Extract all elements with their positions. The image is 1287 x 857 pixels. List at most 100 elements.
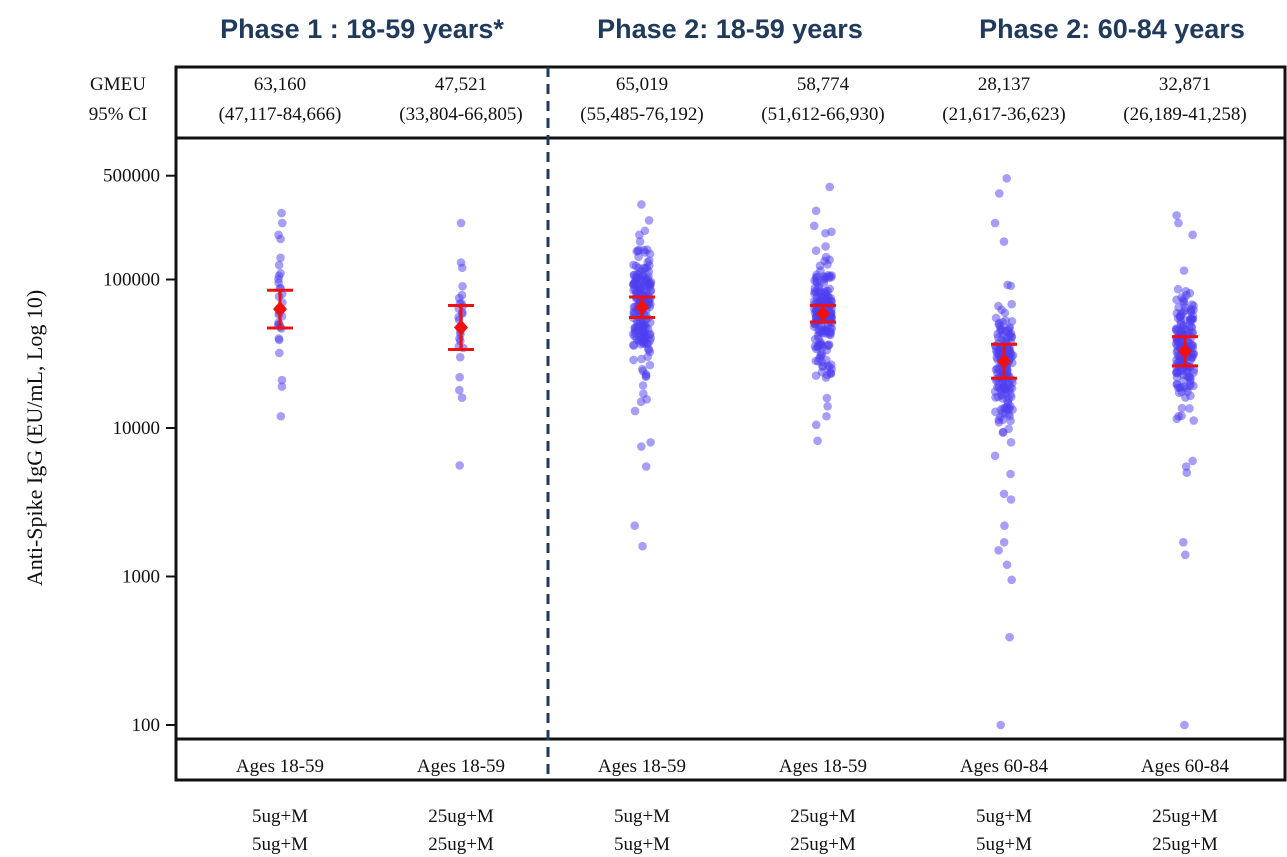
phase-titles: Phase 1 : 18-59 years* Phase 2: 18-59 ye… (220, 14, 1245, 44)
data-point (277, 382, 287, 391)
data-point (817, 349, 827, 358)
y-tick-label: 10000 (113, 418, 161, 439)
ci-value: (55,485-76,192) (580, 104, 703, 125)
data-point (1185, 288, 1195, 298)
gmt-marker (1178, 343, 1192, 360)
data-point (999, 489, 1009, 499)
data-point (824, 273, 834, 283)
data-point (994, 318, 1004, 328)
data-point (1006, 437, 1016, 447)
data-point (635, 237, 645, 246)
data-point (821, 242, 830, 251)
data-point (998, 415, 1008, 425)
phase-title-3: Phase 2: 60-84 years (979, 14, 1245, 44)
data-point (827, 227, 836, 237)
dose-label-1: 25ug+M (1152, 806, 1218, 827)
data-point (641, 462, 651, 471)
data-point (827, 324, 837, 333)
y-tick-label: 500000 (103, 166, 160, 187)
group-labels: Ages 18-59 5ug+M 5ug+M Ages 18-59 25ug+M 25ug… (236, 756, 1230, 855)
data-point (1185, 321, 1194, 330)
data-point (818, 328, 828, 338)
data-point (1183, 387, 1192, 396)
gmt-marker (273, 301, 287, 318)
data-point (629, 280, 638, 289)
data-point (990, 451, 1000, 461)
dose-label-1: 25ug+M (790, 806, 856, 827)
data-point (822, 411, 831, 421)
data-point (1000, 308, 1010, 318)
data-point (1184, 372, 1194, 381)
data-point (1186, 379, 1195, 389)
data-point (1007, 332, 1017, 341)
data-point (1005, 632, 1014, 642)
data-point (1172, 308, 1182, 318)
data-point (456, 218, 466, 228)
header-frame (174, 65, 1287, 140)
dose-label-2: 5ug+M (976, 834, 1032, 855)
data-point (1174, 218, 1183, 228)
group-headers: 63,160 (47,117-84,666) 47,521 (33,804-66,80… (219, 74, 1247, 125)
data-point (1000, 521, 1009, 530)
data-point (646, 286, 656, 295)
gmt-marker (997, 353, 1011, 370)
gmeu-value: 28,137 (978, 74, 1030, 95)
data-point (998, 390, 1007, 399)
data-point (1007, 575, 1016, 585)
y-tick-label: 100 (132, 715, 161, 736)
dose-label-1: 5ug+M (252, 806, 308, 827)
data-point (1182, 468, 1192, 478)
data-point (633, 269, 643, 279)
plot-frame (174, 136, 1287, 782)
data-point (811, 206, 821, 216)
data-point (274, 335, 284, 345)
data-point (1007, 299, 1016, 309)
data-point (1180, 550, 1190, 560)
data-point (990, 387, 1000, 396)
data-point (628, 340, 638, 350)
dose-label-2: 5ug+M (252, 834, 308, 855)
data-point (1188, 456, 1197, 466)
age-group-label: Ages 18-59 (236, 756, 324, 777)
data-point (630, 406, 640, 416)
data-point (630, 521, 640, 530)
data-point (637, 200, 646, 209)
data-point (1006, 469, 1015, 479)
data-point (639, 389, 648, 399)
age-group-label: Ages 18-59 (779, 756, 867, 777)
data-point (276, 234, 285, 244)
y-axis-label: Anti-Spike IgG (EU/mL, Log 10) (22, 290, 47, 586)
data-point (455, 461, 464, 470)
data-point (1000, 403, 1010, 413)
data-point (1188, 230, 1197, 240)
gmeu-value: 63,160 (254, 74, 306, 95)
data-point (1173, 383, 1183, 392)
data-point (638, 327, 648, 336)
gmeu-value: 47,521 (435, 74, 487, 95)
data-point (644, 216, 654, 225)
data-point (276, 253, 285, 263)
ci-label: 95% CI (89, 104, 148, 125)
data-point (990, 218, 1000, 228)
data-point (820, 256, 829, 266)
data-point (809, 221, 819, 231)
gmt-marker (816, 305, 830, 322)
dose-label-1: 5ug+M (976, 806, 1032, 827)
data-point (810, 308, 820, 318)
age-group-label: Ages 60-84 (1141, 756, 1230, 777)
data-point (1179, 266, 1189, 275)
data-point (274, 260, 284, 270)
gmt-marker (635, 299, 649, 316)
data-point (811, 246, 821, 256)
dose-label-1: 25ug+M (428, 806, 494, 827)
data-point (1179, 537, 1188, 547)
data-point (277, 218, 287, 228)
ci-value: (21,617-36,623) (942, 104, 1065, 125)
data-point (818, 362, 828, 372)
data-point (637, 354, 646, 364)
data-point (1006, 495, 1016, 504)
data-point (994, 189, 1004, 198)
data-point (827, 364, 837, 374)
dose-label-2: 5ug+M (614, 834, 670, 855)
